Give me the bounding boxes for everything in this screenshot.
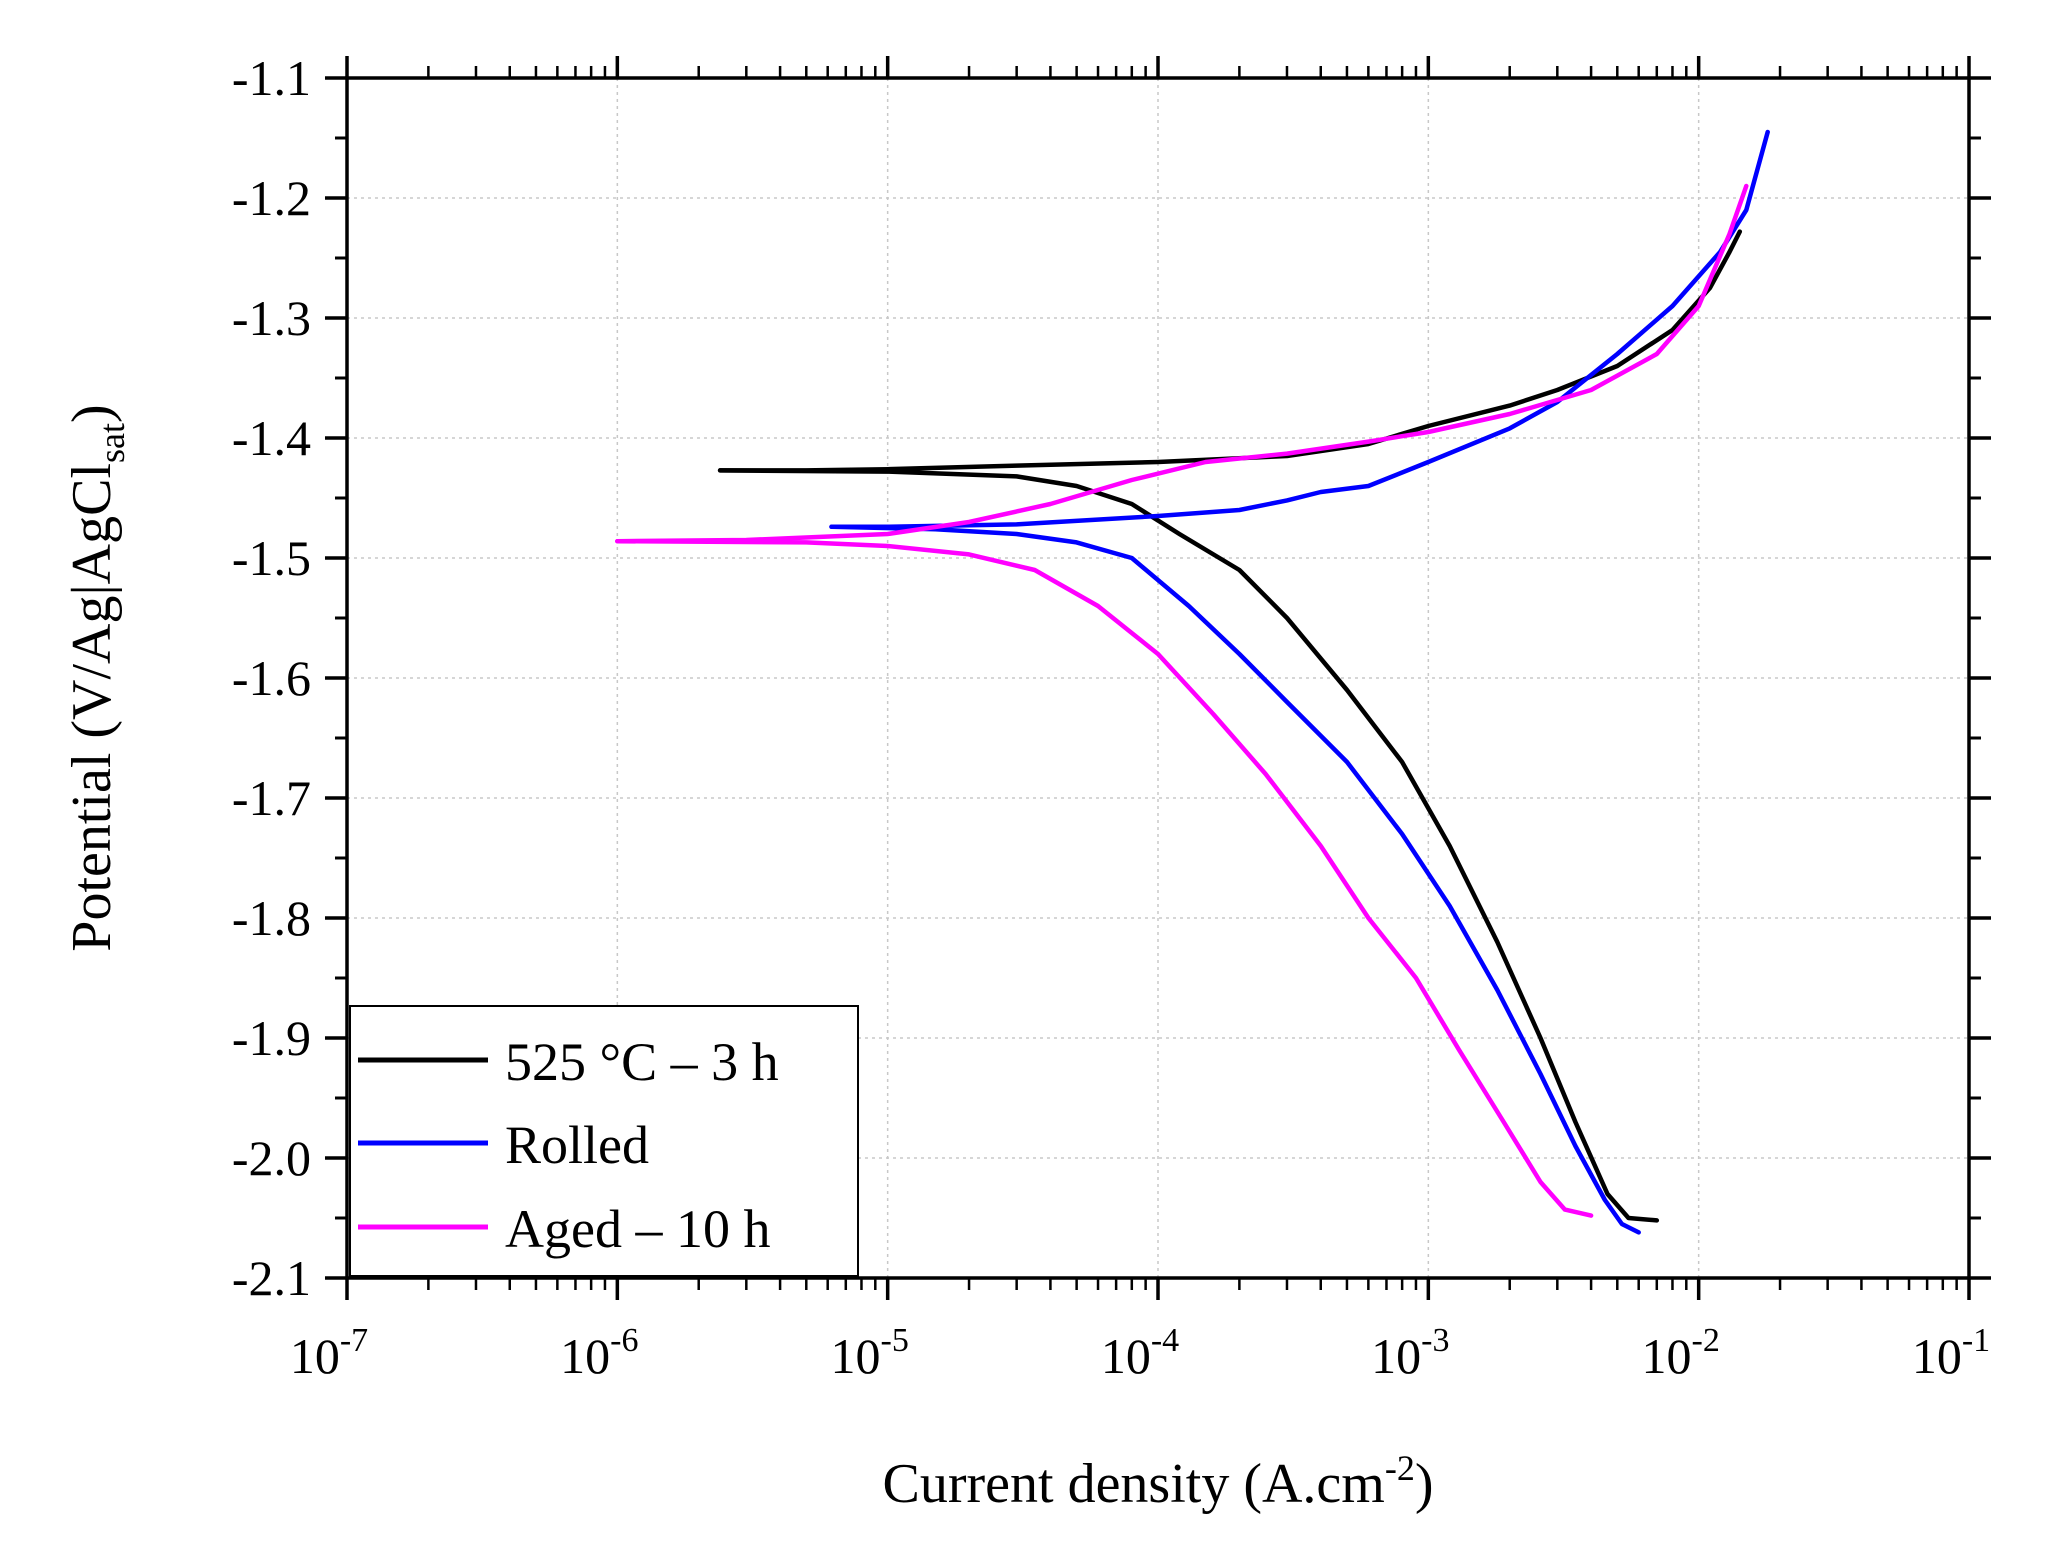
x-axis-title: Current density (A.cm-2) <box>883 1448 1434 1515</box>
x-tick-base: 10 <box>1912 1328 1962 1384</box>
y-axis-title: Potential (V/Ag|AgClsat) <box>61 404 132 951</box>
x-tick-base: 10 <box>831 1328 881 1384</box>
x-tick-label: 10-1 <box>1912 1322 1990 1384</box>
grid <box>347 78 1969 1278</box>
y-tick-label: -2.1 <box>232 1250 311 1306</box>
legend: 525 °C – 3 h Rolled Aged – 10 h <box>349 1005 859 1277</box>
plot-lines <box>615 129 1770 1235</box>
y-tick-label: -1.6 <box>232 650 311 706</box>
y-tick-label: -2.0 <box>232 1130 311 1186</box>
x-tick-label: 10-2 <box>1642 1322 1720 1384</box>
x-tick-exponent: -6 <box>610 1322 638 1359</box>
y-axis-title-end: ) <box>61 404 123 423</box>
series-rolled-cathodic-line <box>829 524 1641 1235</box>
y-axis-title-main: Potential (V/Ag|AgCl <box>61 463 123 952</box>
x-axis-title-sup: -2 <box>1385 1448 1415 1488</box>
x-tick-exponent: -1 <box>1962 1322 1990 1359</box>
legend-label-525c-3h: 525 °C – 3 h <box>505 1032 779 1092</box>
ticks <box>325 56 1991 1300</box>
x-tick-exponent: -5 <box>881 1322 909 1359</box>
x-tick-base: 10 <box>1642 1328 1692 1384</box>
x-tick-label: 10-7 <box>290 1322 368 1384</box>
x-tick-label: 10-6 <box>560 1322 638 1384</box>
y-tick-label: -1.4 <box>232 410 311 466</box>
x-tick-exponent: -3 <box>1421 1322 1449 1359</box>
x-tick-label: 10-4 <box>1101 1322 1179 1384</box>
y-tick-labels: -1.1 -1.2 -1.3 -1.4 -1.5 -1.6 -1.7 -1.8 -1.9 -2.0… <box>232 50 311 1306</box>
x-tick-exponent: -4 <box>1151 1322 1179 1359</box>
legend-label-rolled: Rolled <box>505 1115 649 1175</box>
x-tick-exponent: -7 <box>340 1322 368 1359</box>
x-tick-label: 10-3 <box>1371 1322 1449 1384</box>
x-tick-label: 10-5 <box>831 1322 909 1384</box>
series-aged-10-h-anodic-line <box>615 183 1749 544</box>
x-axis-title-end: ) <box>1415 1453 1434 1515</box>
y-tick-label: -1.2 <box>232 170 311 226</box>
y-tick-label: -1.1 <box>232 50 311 106</box>
x-tick-labels: 10-7 10-6 10-5 10-4 10-3 10-2 10-1 <box>290 1322 1990 1384</box>
y-tick-label: -1.9 <box>232 1010 311 1066</box>
x-axis-title-main: Current density (A.cm <box>883 1453 1385 1515</box>
series-aged-10-h-cathodic-line <box>615 538 1594 1218</box>
x-tick-base: 10 <box>290 1328 340 1384</box>
y-axis-title-sub: sat <box>92 423 132 463</box>
y-tick-label: -1.5 <box>232 530 311 586</box>
x-tick-base: 10 <box>560 1328 610 1384</box>
x-tick-base: 10 <box>1371 1328 1421 1384</box>
y-tick-label: -1.8 <box>232 890 311 946</box>
legend-label-aged-10h: Aged – 10 h <box>505 1199 770 1259</box>
x-tick-base: 10 <box>1101 1328 1151 1384</box>
series-rolled-anodic-line <box>829 129 1770 530</box>
x-tick-exponent: -2 <box>1692 1322 1720 1359</box>
series-525-c-3-h-cathodic-line <box>717 468 1660 1223</box>
y-tick-label: -1.3 <box>232 290 311 346</box>
series-525-c-3-h-anodic-line <box>717 229 1743 473</box>
y-tick-label: -1.7 <box>232 770 311 826</box>
